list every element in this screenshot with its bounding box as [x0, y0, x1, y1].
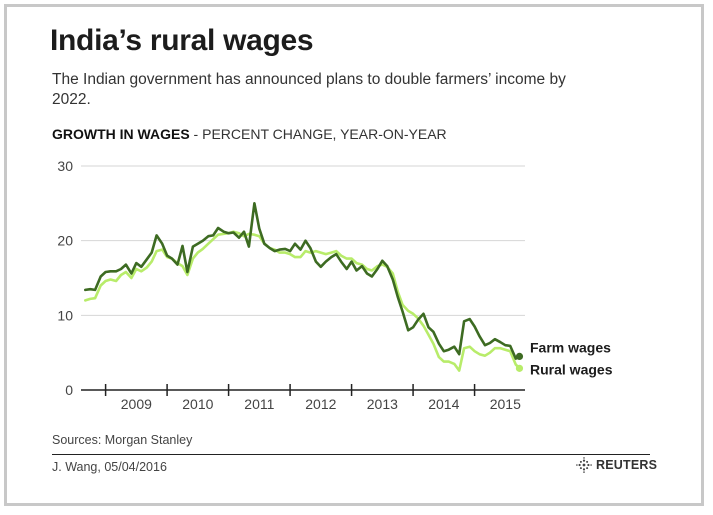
chart-heading: GROWTH IN WAGES - PERCENT CHANGE, YEAR-O… — [52, 126, 447, 142]
series-label: Rural wages — [530, 361, 613, 377]
author-credit: J. Wang, 05/04/2016 — [52, 460, 167, 474]
page-title: India’s rural wages — [50, 24, 314, 57]
series-endpoint — [515, 352, 524, 360]
chart-heading-bold: GROWTH IN WAGES — [52, 126, 190, 142]
x-tick-label: 2010 — [182, 396, 213, 412]
y-tick-label: 10 — [57, 307, 73, 323]
x-tick-label: 2014 — [428, 396, 459, 412]
page-subtitle: The Indian government has announced plan… — [52, 71, 566, 108]
y-tick-label: 20 — [57, 233, 73, 249]
x-tick-label: 2013 — [367, 396, 398, 412]
x-tick-label: 2015 — [490, 396, 521, 412]
footer-divider — [52, 454, 650, 455]
reuters-brand: REUTERS — [576, 457, 657, 473]
x-tick-label: 2012 — [305, 396, 336, 412]
reuters-logo-icon — [576, 457, 592, 473]
y-tick-label: 0 — [65, 382, 73, 398]
chart-frame — [4, 4, 704, 506]
x-tick-label: 2011 — [244, 396, 274, 412]
series-line — [84, 202, 521, 360]
sources-note: Sources: Morgan Stanley — [52, 433, 193, 447]
y-tick-label: 30 — [57, 158, 73, 174]
series-line — [84, 230, 521, 372]
reuters-brand-label: REUTERS — [596, 458, 658, 472]
series-label: Farm wages — [530, 339, 611, 355]
chart-heading-rest: - PERCENT CHANGE, YEAR-ON-YEAR — [189, 126, 447, 142]
series-endpoint — [515, 364, 524, 372]
x-tick-label: 2009 — [121, 396, 152, 412]
